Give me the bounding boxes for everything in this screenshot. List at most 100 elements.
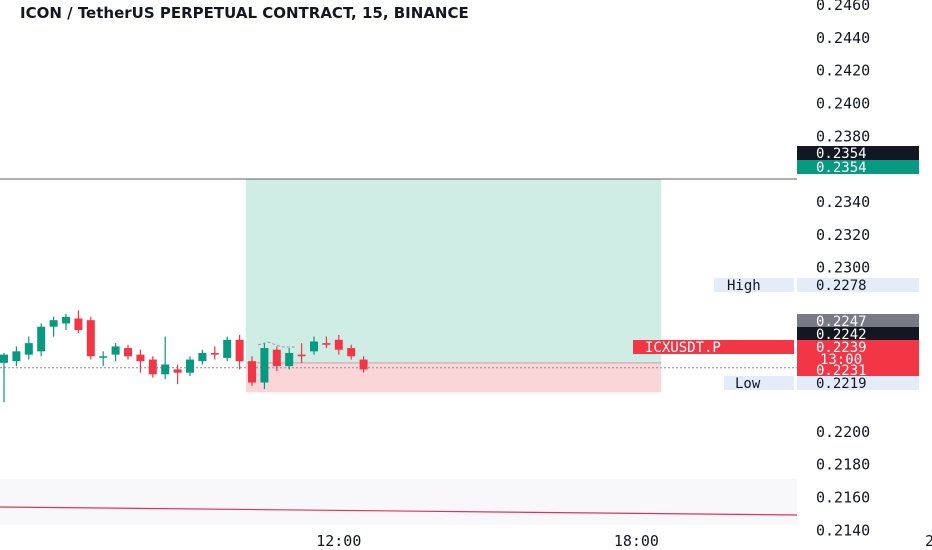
price-label-mid-text: 0.2242 [816,327,867,343]
y-tick-label: 0.2400 [816,94,870,112]
x-tick-label: 26 [925,532,932,550]
projection-path [257,341,296,348]
y-tick-label: 0.2340 [816,193,870,211]
y-tick-label: 0.2380 [816,127,870,145]
y-tick-label: 0.2300 [816,259,870,277]
candle [285,348,294,370]
candle [111,343,120,362]
candle-body [210,352,219,355]
price-label-top: 0.2247 [797,314,919,330]
low-label-text: Low [735,376,761,392]
candle-body [310,341,318,352]
y-tick-label: 0.2180 [816,456,870,474]
y-tick-label: 0.2140 [816,521,870,539]
candle-body [198,352,207,362]
price-label-target-1: 0.2354 [797,146,919,162]
candle [74,310,83,334]
y-axis[interactable]: 0.2460 0.2440 0.2420 0.2400 0.2380 0.2340 0.23… [816,0,870,539]
candle [310,336,318,355]
price-label-mid: 0.2242 [797,327,919,343]
candle-body [186,359,194,373]
candle-body [0,354,8,363]
candle [297,343,306,363]
candle [86,316,95,360]
candle [235,334,244,370]
indicator-line [0,506,798,516]
candle-body [12,351,21,362]
last-price-label: 0.2239 13:00 0.2231 [797,340,919,379]
candle-body [322,343,331,345]
y-tick-label: 0.2460 [816,0,870,14]
candle [334,334,343,355]
x-axis[interactable]: 12:00 18:00 26 [316,532,932,550]
y-tick-label: 0.2420 [816,62,870,80]
candle-body [24,343,33,355]
candle-body [173,369,182,373]
candle-body [248,361,256,383]
candle [24,336,33,360]
y-tick-label: 0.2440 [816,29,870,47]
y-tick-label: 0.2320 [816,226,870,244]
candle [248,356,256,386]
candle [0,352,8,403]
candle-body [111,346,120,355]
last-price-text: 0.2239 [816,340,867,356]
x-tick-label: 18:00 [614,532,659,550]
candle [173,364,182,385]
candle-body [334,339,343,350]
price-label-target-2-text: 0.2354 [816,160,867,176]
candle [186,356,194,376]
candle [136,349,145,373]
candle [37,323,46,357]
candle-body [49,320,58,327]
price-label-target-2: 0.2354 [797,160,919,176]
candle-body [148,359,157,375]
candle-body [37,326,46,352]
price-label-target-1-text: 0.2354 [816,146,867,162]
candle-body [347,348,356,357]
candle-body [297,354,306,357]
low-value-text: 0.2219 [816,376,867,392]
candle [12,346,21,367]
candle-body [136,354,145,362]
take-profit-zone[interactable] [245,178,662,363]
high-label: High 0.2278 [714,278,919,294]
symbol-label-text: ICXUSDT.P [645,340,721,356]
candles [0,310,368,403]
candle-body [223,339,232,358]
candle [99,351,108,367]
candle [49,316,58,337]
candle [272,346,281,372]
candle-body [99,356,108,358]
candle [210,346,219,360]
candle-body [359,359,368,370]
candle-body [235,339,244,362]
candle-body [86,320,95,357]
countdown-text: 13:00 [820,352,862,368]
candle [62,313,70,330]
candle-body [161,364,170,375]
candle-body [124,348,132,357]
y-tick-label: 0.2200 [816,423,870,441]
chart-title: ICON / TetherUS PERPETUAL CONTRACT, 15, … [20,4,469,22]
candle [260,343,269,390]
low-label: Low 0.2219 [724,376,919,392]
candle [124,344,132,360]
high-value-text: 0.2278 [816,278,867,294]
x-tick-label: 12:00 [316,532,361,550]
price-label-top-text: 0.2247 [816,314,867,330]
candle-body [74,318,83,330]
high-label-text: High [727,278,761,294]
candle-body [272,349,281,367]
candle [223,336,232,362]
y-tick-label: 0.2160 [816,488,870,506]
candle-body [285,352,294,367]
symbol-label: ICXUSDT.P [633,340,794,356]
candle [161,336,170,380]
stop-price-text: 0.2231 [816,363,867,379]
candle [347,344,356,360]
candle-body [62,316,70,324]
candle [322,336,331,349]
candle [148,356,157,378]
